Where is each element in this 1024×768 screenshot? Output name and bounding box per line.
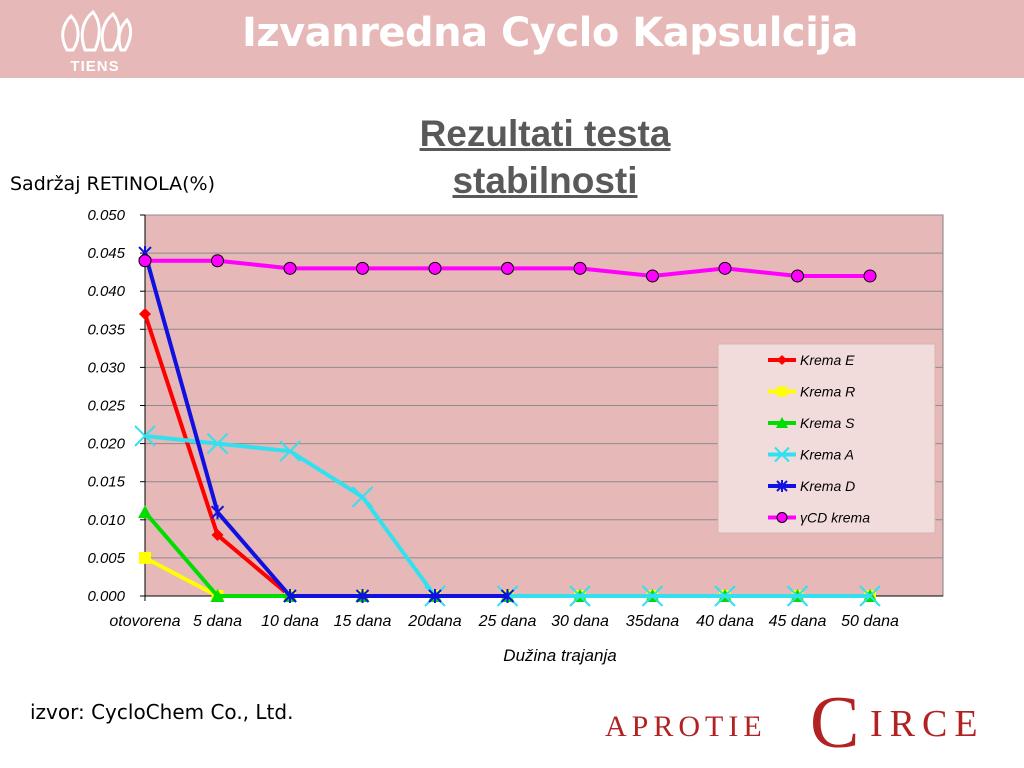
x-tick-label: 5 dana: [193, 613, 242, 630]
y-tick-label: 0.015: [87, 474, 125, 491]
aprotie-circe-logo: APROTIE C IRCE: [605, 682, 1015, 764]
point-marker: [646, 269, 659, 283]
x-tick-label: 25 dana: [478, 613, 537, 630]
x-tick-label: 20dana: [407, 613, 461, 630]
point-marker: [351, 486, 374, 508]
point-marker: [859, 585, 881, 607]
slide-subtitle: Rezultati testa stabilnosti: [360, 110, 730, 204]
point-marker: [356, 261, 369, 275]
point-marker: [641, 585, 664, 607]
logo-text: TIENS: [70, 58, 120, 75]
point-marker: [500, 589, 515, 603]
y-tick-label: 0.035: [87, 321, 125, 338]
point-marker: [791, 269, 804, 283]
brand-initial: C: [810, 683, 859, 753]
lotus-logo-icon: [61, 9, 133, 52]
y-axis-title: Sadržaj RETINOLA(%): [10, 173, 215, 195]
point-marker: [863, 269, 877, 283]
x-tick-label: 15 dana: [334, 613, 392, 630]
point-marker: [777, 386, 787, 397]
point-marker: [714, 585, 736, 607]
header-bar: TIENS Izvanredna Cyclo Kapsulcija: [0, 0, 1024, 78]
point-marker: [210, 589, 225, 602]
point-marker: [501, 261, 514, 275]
point-marker: [569, 585, 591, 607]
point-marker: [774, 446, 790, 463]
point-marker: [134, 425, 156, 447]
point-marker: [573, 261, 587, 275]
y-tick-label: 0.005: [87, 550, 125, 567]
legend-label: Krema E: [800, 352, 855, 368]
point-marker: [777, 355, 787, 365]
brand-left-text: APROTIE: [605, 710, 767, 743]
legend-box: [717, 343, 936, 534]
x-tick-label: 45 dana: [769, 613, 827, 630]
y-tick-label: 0.020: [87, 436, 125, 453]
legend-label: Krema S: [800, 415, 855, 431]
x-tick-label: 40 dana: [696, 613, 754, 630]
y-tick-label: 0.025: [87, 398, 125, 415]
x-tick-label: 35dana: [626, 613, 679, 630]
point-marker: [776, 417, 788, 428]
subtitle-line-1: Rezultati testa: [419, 113, 671, 154]
legend-label: Krema R: [800, 384, 855, 400]
point-marker: [139, 308, 151, 321]
y-tick-label: 0.010: [87, 512, 125, 529]
point-marker: [428, 261, 442, 275]
y-tick-label: 0.000: [87, 588, 125, 605]
x-tick-label: 10 dana: [261, 613, 319, 630]
point-marker: [786, 585, 809, 607]
point-marker: [138, 254, 152, 268]
point-marker: [776, 480, 788, 492]
x-tick-label: otovorena: [109, 613, 180, 630]
x-tick-label: 50 dana: [841, 613, 899, 630]
point-marker: [138, 505, 152, 519]
series-line: [143, 252, 508, 598]
page-title: Izvanredna Cyclo Kapsulcija: [241, 10, 859, 56]
point-marker: [211, 529, 224, 542]
legend-label: Krema D: [800, 478, 855, 494]
y-tick-label: 0.045: [87, 245, 125, 262]
y-tick-label: 0.050: [87, 207, 125, 224]
x-axis-title: Dužina trajanja: [503, 646, 617, 665]
point-marker: [718, 261, 732, 275]
point-marker: [206, 432, 229, 455]
y-tick-label: 0.040: [87, 283, 125, 300]
point-marker: [210, 505, 225, 520]
point-marker: [283, 261, 297, 275]
point-marker: [139, 551, 151, 564]
point-marker: [355, 589, 370, 603]
point-marker: [776, 512, 788, 523]
legend-label: γCD krema: [800, 510, 870, 526]
legend-label: Krema A: [800, 447, 854, 463]
x-tick-label: 30 dana: [551, 613, 609, 630]
point-marker: [211, 254, 224, 268]
subtitle-line-2: stabilnosti: [452, 160, 638, 201]
source-note: izvor: CycloChem Co., Ltd.: [30, 700, 294, 724]
point-marker: [283, 589, 297, 603]
brand-right-text: IRCE: [870, 703, 985, 745]
point-marker: [279, 440, 301, 462]
tiens-logo: TIENS: [55, 6, 135, 76]
y-tick-label: 0.030: [87, 359, 125, 376]
point-marker: [428, 589, 442, 603]
